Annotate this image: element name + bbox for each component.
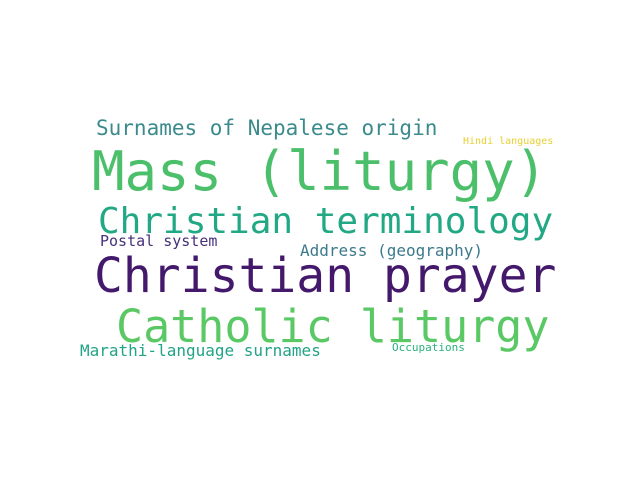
word-occupations: Occupations bbox=[392, 341, 465, 354]
word-christian-terminology: Christian terminology bbox=[98, 201, 554, 242]
word-mass-liturgy: Mass (liturgy) bbox=[92, 140, 548, 203]
word-marathi-language-surnames: Marathi-language surnames bbox=[80, 341, 321, 360]
word-christian-prayer: Christian prayer bbox=[94, 248, 557, 304]
word-surnames-of-nepalese-origin: Surnames of Nepalese origin bbox=[96, 116, 438, 140]
word-postal-system: Postal system bbox=[100, 232, 218, 250]
word-address-geography: Address (geography) bbox=[300, 241, 484, 260]
word-catholic-liturgy: Catholic liturgy bbox=[116, 300, 550, 353]
word-hindi-languages: Hindi languages bbox=[463, 136, 554, 147]
